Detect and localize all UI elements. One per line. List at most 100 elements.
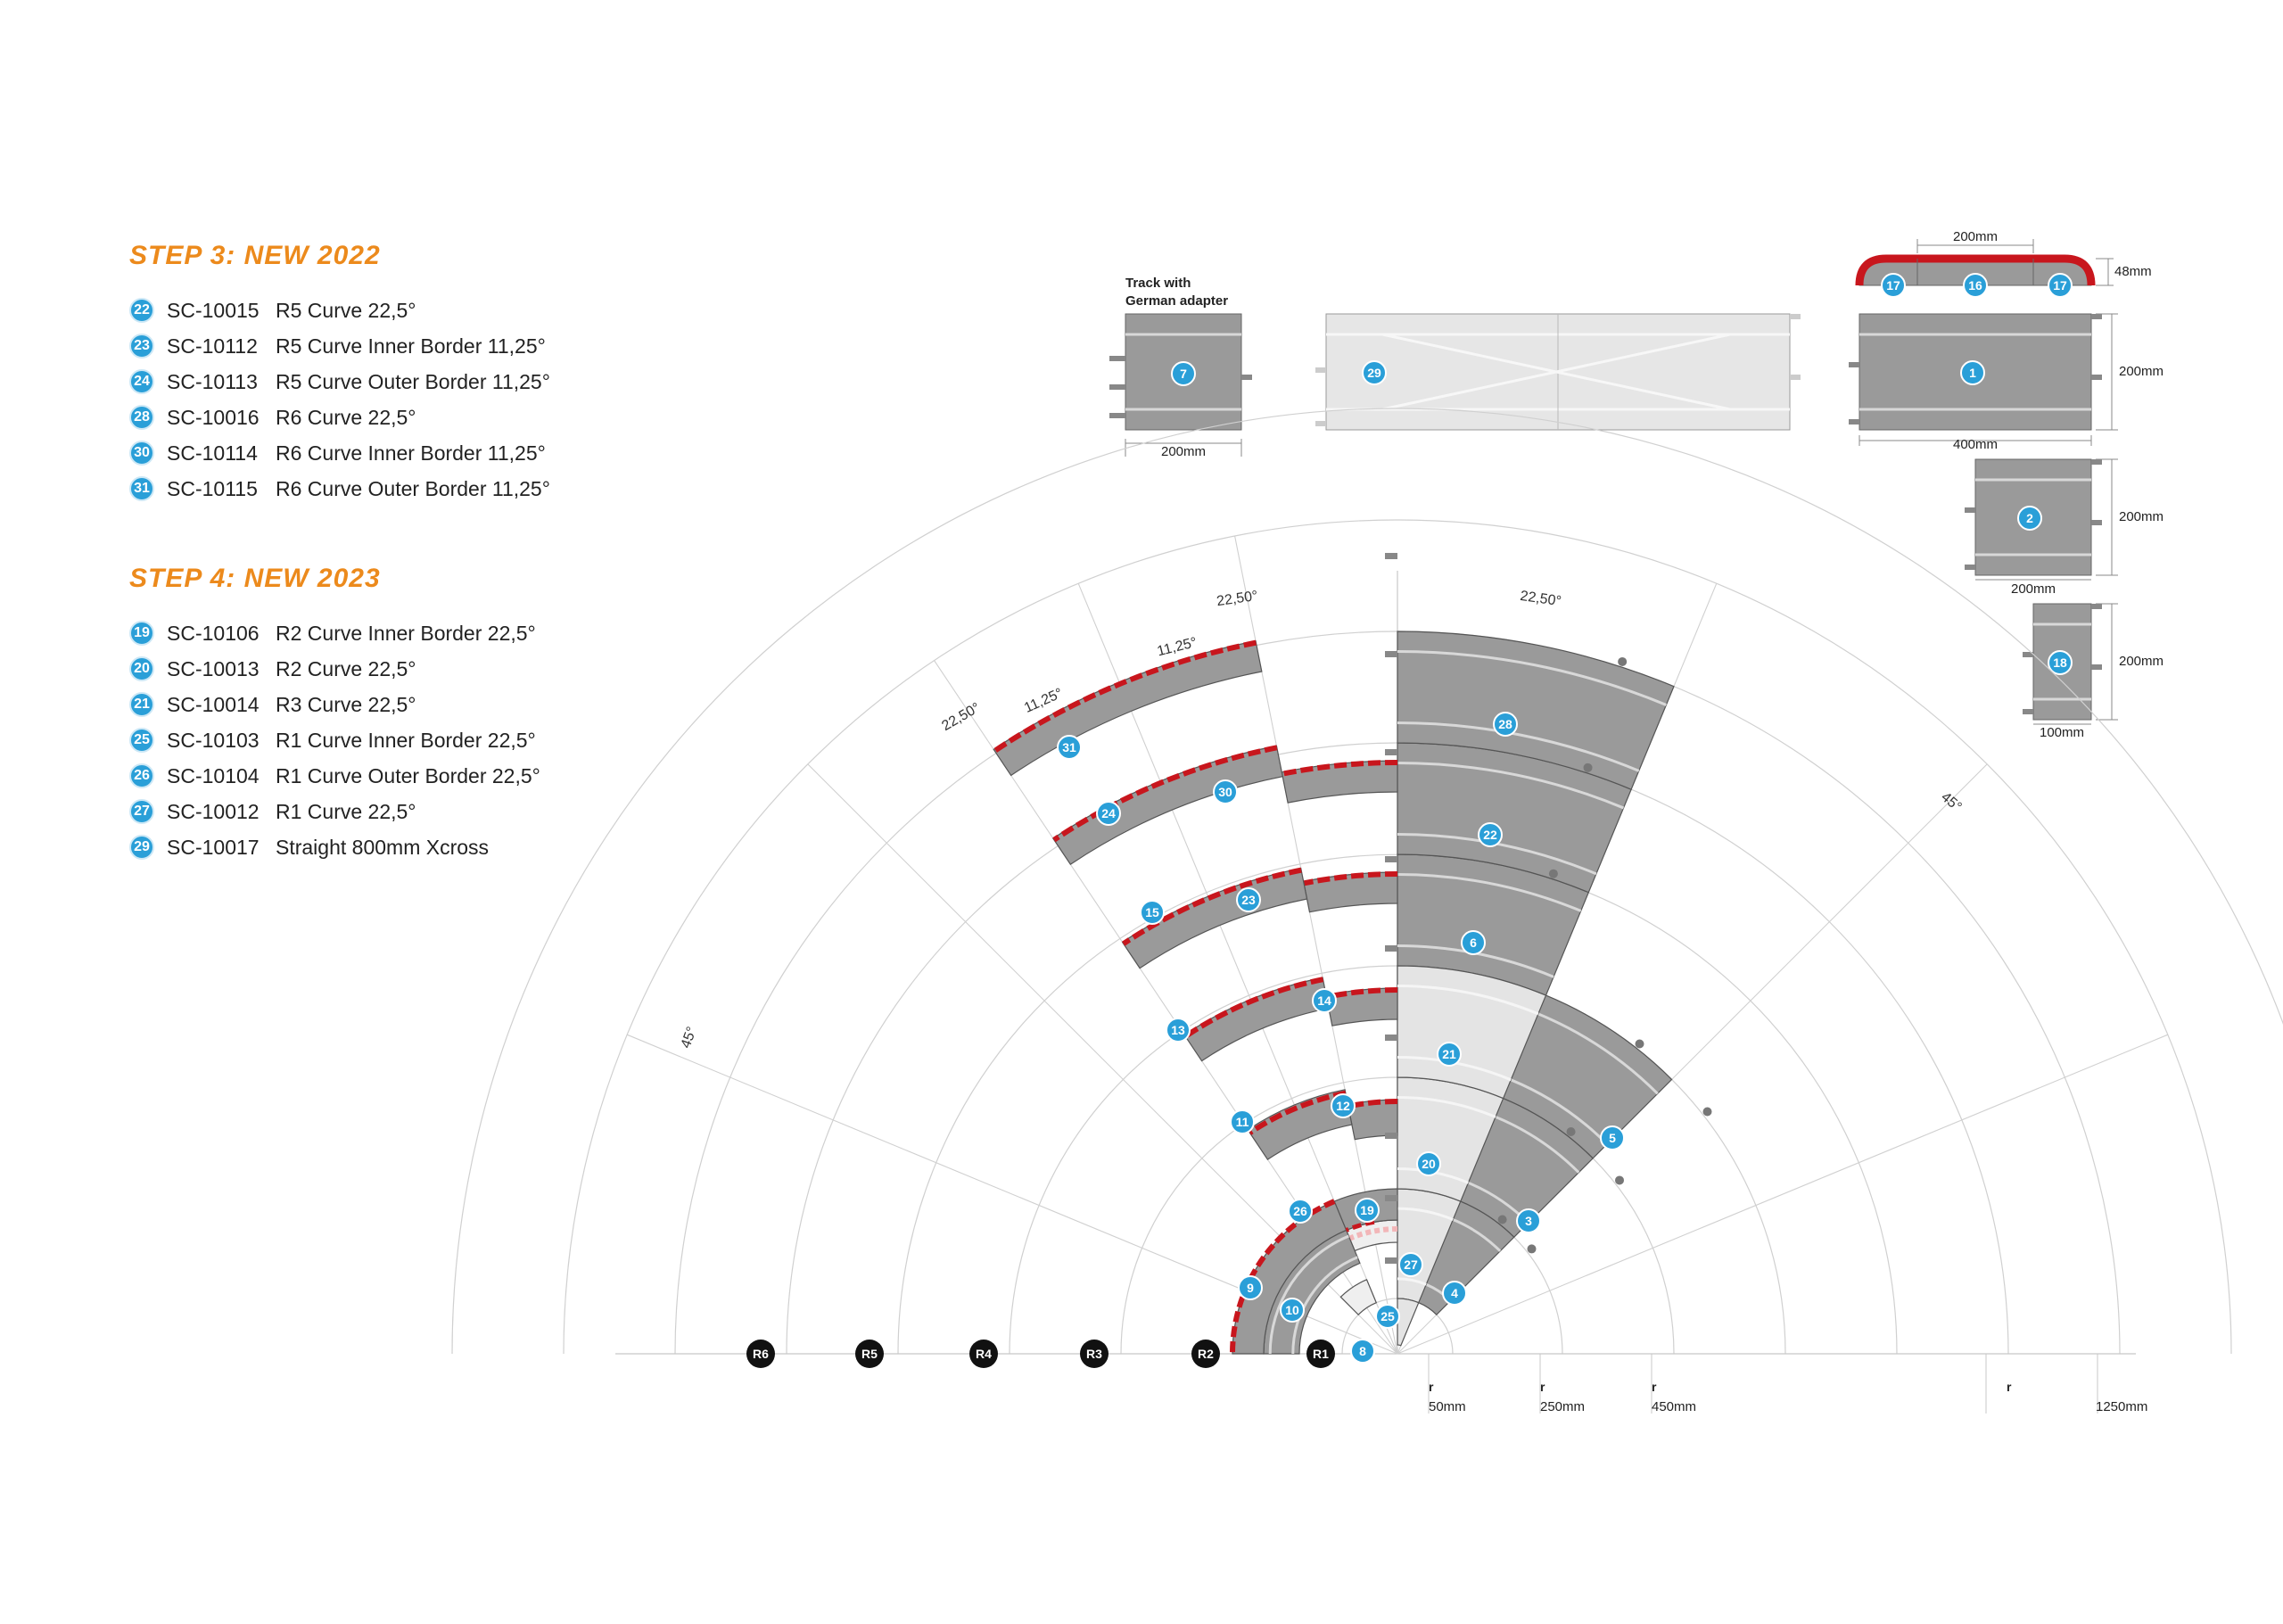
badge-30: 30: [1213, 779, 1238, 804]
svg-text:27: 27: [1404, 1257, 1418, 1272]
list-item: 26 SC-10104 R1 Curve Outer Border 22,5°: [129, 758, 664, 794]
radius-label-r3: R3: [1080, 1340, 1109, 1368]
connector-nub: [1385, 1195, 1397, 1201]
piece-badge: 28: [129, 405, 154, 430]
radius-labels: R6 R5 R4 R3 R2 R1: [746, 1340, 1335, 1368]
lane-line: [1397, 1207, 1454, 1221]
connector-nub: [1385, 1035, 1397, 1041]
badge-3: 3: [1516, 1208, 1541, 1233]
curve-fan: [451, 408, 2283, 1414]
lane-line: [1397, 721, 1640, 772]
angle-label: 22,50°: [1519, 589, 1562, 609]
angle-label: 22,50°: [939, 700, 983, 734]
radius-label-r2: R2: [1191, 1340, 1220, 1368]
svg-text:24: 24: [1101, 806, 1116, 820]
lane-line: [1397, 1096, 1496, 1118]
badge-15: 15: [1140, 900, 1165, 925]
part-desc: R6 Curve Outer Border 11,25°: [276, 476, 550, 500]
svg-text:21: 21: [1442, 1047, 1456, 1061]
guide-arc: [451, 408, 2283, 1355]
lane-line: [1397, 873, 1582, 912]
angle-label: 22,50°: [1216, 589, 1258, 609]
badge-7: 7: [1171, 361, 1196, 386]
svg-text:r: r: [1652, 1380, 1657, 1394]
step-3-section: STEP 3: NEW 2022 22 SC-10015 R5 Curve 22,5…: [129, 241, 664, 507]
dim-48mm: 48mm: [2114, 264, 2152, 279]
border-red: [1282, 760, 1398, 777]
part-desc: R5 Curve Inner Border 11,25°: [276, 334, 546, 358]
badge-8: 8: [1350, 1339, 1375, 1364]
border-red: [1345, 1219, 1375, 1232]
svg-text:17: 17: [2053, 278, 2067, 293]
part-code: SC-10106: [167, 621, 260, 645]
part-desc: R1 Curve 22,5°: [276, 799, 416, 823]
border-red: [1303, 871, 1398, 886]
connector-nub: [1527, 1244, 1537, 1254]
dim-200mm-border: 200mm: [1953, 229, 1998, 244]
part-code: SC-10112: [167, 334, 258, 358]
border-red: [1230, 1199, 1336, 1355]
border-red: [1122, 867, 1302, 946]
svg-text:7: 7: [1180, 367, 1187, 381]
part-code: SC-10014: [167, 692, 260, 716]
list-item: 22 SC-10015 R5 Curve 22,5°: [129, 293, 664, 328]
dim-200mm: 200mm: [2011, 581, 2056, 597]
badge-29: 29: [1362, 360, 1387, 385]
connector-nub: [1548, 869, 1558, 878]
piece-badge: 31: [129, 476, 154, 501]
dim-400mm: 400mm: [1953, 437, 1998, 452]
svg-text:31: 31: [1062, 740, 1076, 754]
radius-label-r5: R5: [855, 1340, 884, 1368]
border-red: [1348, 1099, 1398, 1109]
svg-text:12: 12: [1336, 1099, 1350, 1113]
guide-arc: [563, 519, 2232, 1355]
svg-text:10: 10: [1285, 1303, 1299, 1317]
straight-badges: 7 29 1 2 18 17 16 17: [1171, 273, 2073, 675]
svg-text:23: 23: [1241, 893, 1256, 907]
badge-18: 18: [2048, 650, 2073, 675]
steps-list: STEP 3: NEW 2022 22 SC-10015 R5 Curve 22,5…: [129, 241, 664, 865]
badge-19: 19: [1355, 1198, 1380, 1223]
svg-text:3: 3: [1525, 1214, 1532, 1228]
r-1250mm: 1250mm: [2096, 1399, 2147, 1414]
r-450mm: 450mm: [1652, 1399, 1696, 1414]
connector-nub: [1618, 656, 1628, 666]
piece-badge: 23: [129, 334, 154, 359]
part-code: SC-10016: [167, 405, 260, 429]
border-piece-11: [1247, 1089, 1353, 1160]
angle-label: 45°: [1938, 789, 1964, 815]
svg-text:5: 5: [1609, 1131, 1616, 1145]
part-code: SC-10103: [167, 728, 260, 752]
part-code: SC-10114: [167, 441, 258, 465]
svg-text:R5: R5: [861, 1347, 878, 1361]
curve-piece-28: [1397, 631, 1675, 790]
svg-text:4: 4: [1451, 1286, 1458, 1300]
part-desc: Straight 800mm Xcross: [276, 835, 490, 859]
step-4-section: STEP 4: NEW 2023 19 SC-10106 R2 Curve Inne…: [129, 564, 664, 865]
svg-text:r: r: [1429, 1380, 1434, 1394]
badge-4: 4: [1442, 1281, 1467, 1306]
piece-badge: 26: [129, 763, 154, 788]
border-piece-24: [1052, 745, 1283, 866]
lane-line: [1397, 762, 1625, 810]
badge-28: 28: [1493, 712, 1518, 737]
border-piece-16-17: [1855, 254, 2096, 286]
badge-24: 24: [1096, 801, 1121, 826]
list-item: 24 SC-10113 R5 Curve Outer Border 11,25°: [129, 364, 664, 400]
step-4-title: STEP 4: NEW 2023: [129, 564, 381, 593]
badge-10: 10: [1280, 1298, 1305, 1323]
badge-14: 14: [1312, 988, 1337, 1013]
badge-2: 2: [2017, 506, 2042, 531]
svg-text:6: 6: [1470, 936, 1477, 950]
angle-label: 45°: [679, 1025, 700, 1051]
list-item: 21 SC-10014 R3 Curve 22,5°: [129, 687, 664, 722]
part-code: SC-10113: [167, 369, 258, 393]
radius-dimensions: r 50mm r 250mm r 450mm r 1250mm: [1429, 1380, 2147, 1414]
lane-line: [1397, 985, 1539, 1016]
list-item: 20 SC-10013 R2 Curve 22,5°: [129, 651, 664, 687]
part-desc: R5 Curve Outer Border 11,25°: [276, 369, 550, 393]
svg-text:r: r: [1540, 1380, 1545, 1394]
track-piece-29: [1315, 313, 1801, 431]
border-piece-26: [1339, 1279, 1378, 1316]
part-desc: R6 Curve 22,5°: [276, 405, 416, 429]
